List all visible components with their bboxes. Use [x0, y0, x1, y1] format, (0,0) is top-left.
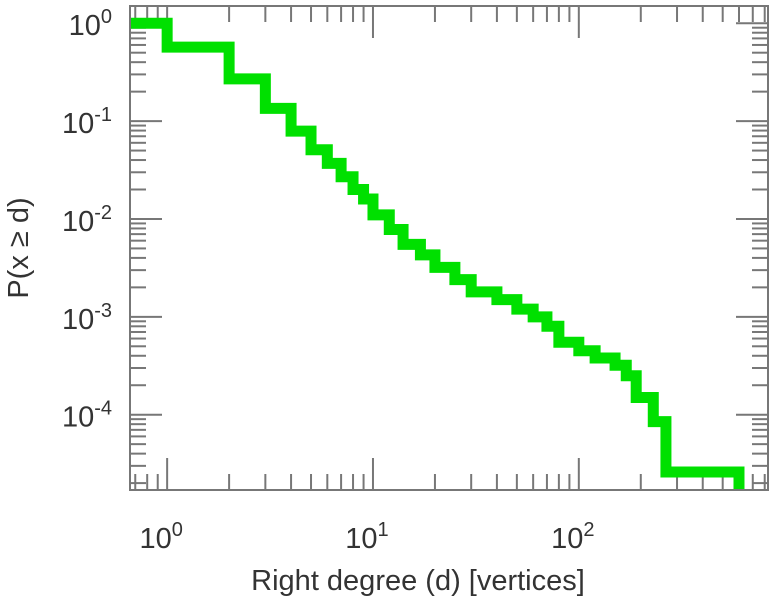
y-tick-label: 100	[69, 6, 112, 42]
axis-ticks	[130, 6, 768, 490]
x-axis-label: Right degree (d) [vertices]	[251, 565, 585, 597]
y-axis-label: P(x ≥ d)	[3, 197, 35, 298]
y-tick-label: 10-4	[62, 398, 112, 434]
y-tick-label: 10-3	[62, 300, 112, 336]
tick-labels: 100 101 102 100 10-1 10-2 10-3 10-4	[62, 6, 595, 555]
x-tick-label: 101	[345, 519, 388, 555]
x-tick-label: 102	[551, 519, 594, 555]
y-tick-label: 10-2	[62, 202, 112, 238]
series-line	[130, 17, 745, 490]
x-tick-label: 100	[139, 519, 182, 555]
series-layer	[130, 17, 745, 490]
plot-frame	[129, 5, 769, 491]
y-tick-label: 10-1	[62, 104, 112, 140]
